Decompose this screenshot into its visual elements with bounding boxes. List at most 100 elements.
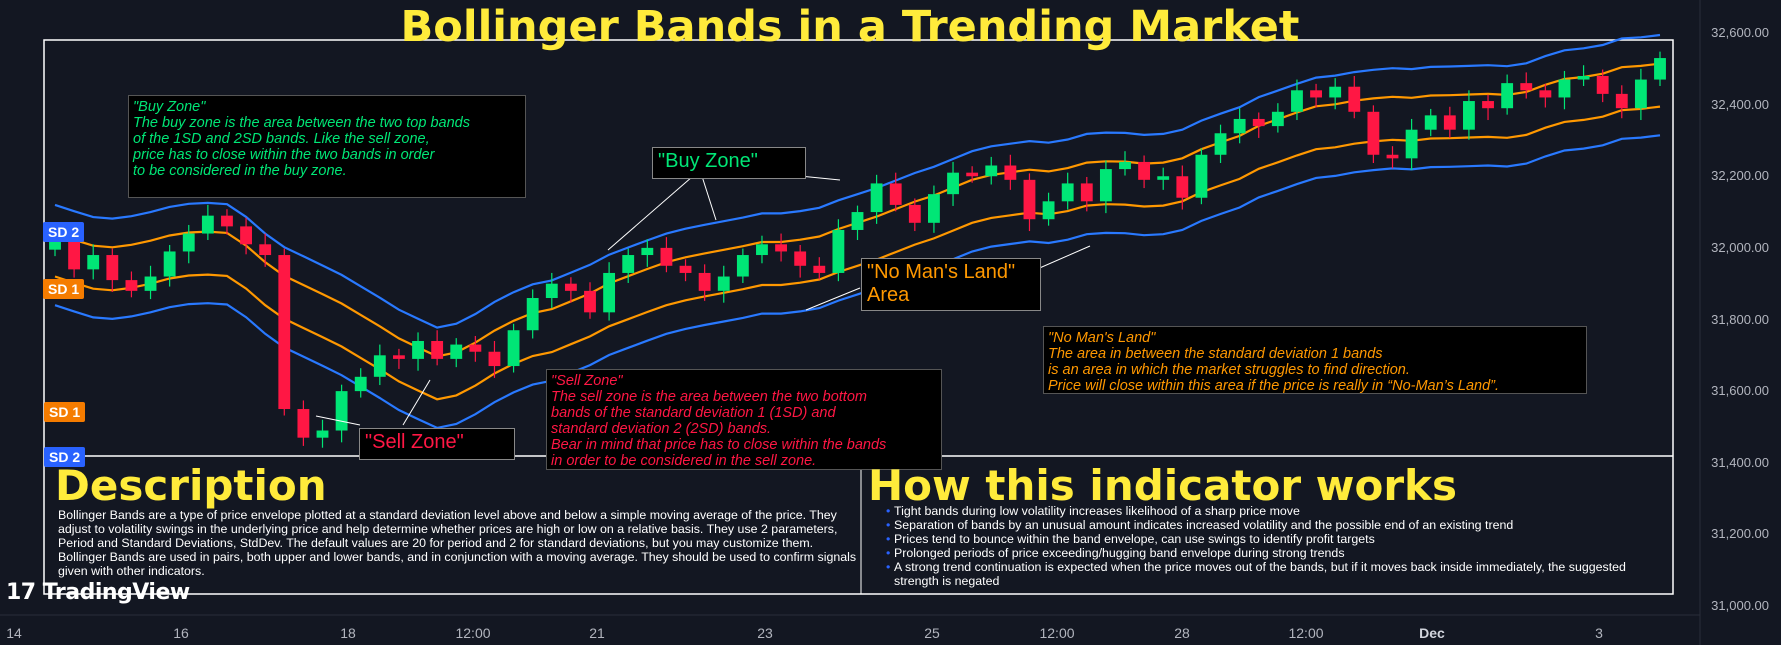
sell-arrow-1 (402, 379, 431, 426)
price-tick-label: 31,000.00 (1711, 598, 1769, 613)
candle-body (1443, 115, 1456, 130)
candle-body (1252, 118, 1265, 127)
candle-body (1520, 83, 1533, 91)
candle-body (985, 165, 998, 177)
price-tick-label: 31,600.00 (1711, 383, 1769, 399)
candle-body (564, 283, 577, 291)
time-tick-label: 12:00 (1039, 625, 1075, 641)
sell-zone-note: "Sell Zone" The sell zone is the area be… (546, 369, 942, 470)
candle-body (1310, 90, 1322, 98)
candle-body (335, 391, 348, 431)
candle-body (259, 244, 272, 256)
candle-body (1195, 154, 1208, 198)
candle-body (889, 183, 902, 205)
candle-body (373, 355, 386, 377)
candle-body (1615, 93, 1628, 109)
candle-body (851, 212, 864, 230)
candle-body (1367, 111, 1380, 155)
candle-body (1157, 176, 1170, 180)
candle-body (87, 255, 100, 270)
time-tick-label: 3 (1595, 625, 1603, 641)
nomans-land-label: "No Man's Land" Area (861, 258, 1041, 311)
sd2-top-tag: SD 2 (43, 222, 85, 242)
candle-body (679, 265, 692, 273)
candle-body (1004, 165, 1017, 180)
candle-body (469, 344, 482, 352)
brand-label: TradingView (42, 580, 190, 605)
candle-body (928, 194, 940, 223)
time-tick-label: 21 (589, 625, 605, 641)
candle-body (966, 172, 979, 177)
how-it-works-item: Prices tend to bounce within the band en… (886, 532, 1670, 546)
candle-body (1080, 183, 1093, 202)
sd1-lower-band (54, 105, 1661, 401)
candle-body (1099, 169, 1112, 202)
candle-body (1501, 83, 1514, 109)
candle-body (870, 183, 883, 213)
candle-body (1558, 79, 1571, 98)
chart-frame (43, 39, 1674, 595)
sd2-bottom-tag: SD 2 (44, 447, 86, 467)
price-tick-label: 31,400.00 (1711, 454, 1769, 470)
time-tick-label: 23 (757, 625, 773, 641)
time-tick-label: Dec (1419, 625, 1445, 641)
time-tick-label: 12:00 (1288, 625, 1324, 641)
how-it-works-item: A strong trend continuation is expected … (886, 560, 1670, 588)
how-it-works-item: Separation of bands by an unusual amount… (886, 518, 1670, 532)
candle-body (1463, 101, 1475, 130)
candle-body (1176, 176, 1189, 198)
candle-body (1061, 183, 1074, 202)
price-tick-label: 32,000.00 (1711, 239, 1769, 255)
candle-body (622, 255, 635, 273)
price-tick-label: 32,200.00 (1711, 168, 1769, 184)
candle-body (1119, 161, 1131, 170)
candle-body (431, 340, 444, 359)
candle-body (316, 430, 329, 438)
candle-body (813, 265, 826, 273)
candle-body (507, 330, 520, 367)
candle-body (201, 215, 214, 234)
candle-body (908, 204, 921, 223)
time-tick-label: 16 (173, 625, 189, 641)
candle-body (947, 172, 959, 195)
candle-body (736, 255, 749, 277)
candle-body (660, 247, 673, 266)
candle-body (68, 240, 81, 270)
candle-body (49, 240, 61, 250)
sell-zone-label: "Sell Zone" (359, 428, 515, 460)
candle-body (240, 226, 252, 245)
time-tick-label: 25 (924, 625, 940, 641)
price-tick-label: 32,600.00 (1711, 25, 1769, 40)
tradingview-logo[interactable]: 17 TradingView (6, 580, 190, 605)
candle-body (393, 355, 405, 359)
candle-body (1596, 75, 1609, 94)
time-tick-label: 14 (6, 625, 22, 641)
how-it-works-heading: How this indicator works (868, 461, 1457, 510)
candle-body (488, 351, 501, 367)
candle-body (221, 215, 233, 227)
candle-body (1634, 79, 1647, 109)
candle-body (584, 290, 596, 313)
nomans-land-note: "No Man's Land" The area in between the … (1043, 326, 1587, 394)
buy-arrow-1 (607, 169, 701, 251)
price-tick-label: 31,200.00 (1711, 526, 1769, 542)
candle-body (297, 409, 310, 438)
candle-body (182, 233, 195, 252)
candle-body (106, 255, 119, 281)
candle-body (545, 283, 558, 299)
candle-body (832, 229, 845, 273)
candle-body (1386, 154, 1399, 159)
candle-body (1214, 133, 1227, 155)
candle-body (1424, 115, 1437, 130)
candle-body (1348, 86, 1361, 112)
candle-body (775, 244, 787, 252)
candle-body (1042, 201, 1055, 220)
how-it-works-item: Tight bands during low volatility increa… (886, 504, 1670, 518)
candle-body (526, 298, 539, 331)
description-heading: Description (55, 461, 327, 510)
sd1-top-tag: SD 1 (43, 279, 85, 299)
sd2-upper-band (54, 33, 1661, 329)
how-it-works-list: Tight bands during low volatility increa… (886, 504, 1670, 588)
time-tick-label: 12:00 (455, 625, 491, 641)
